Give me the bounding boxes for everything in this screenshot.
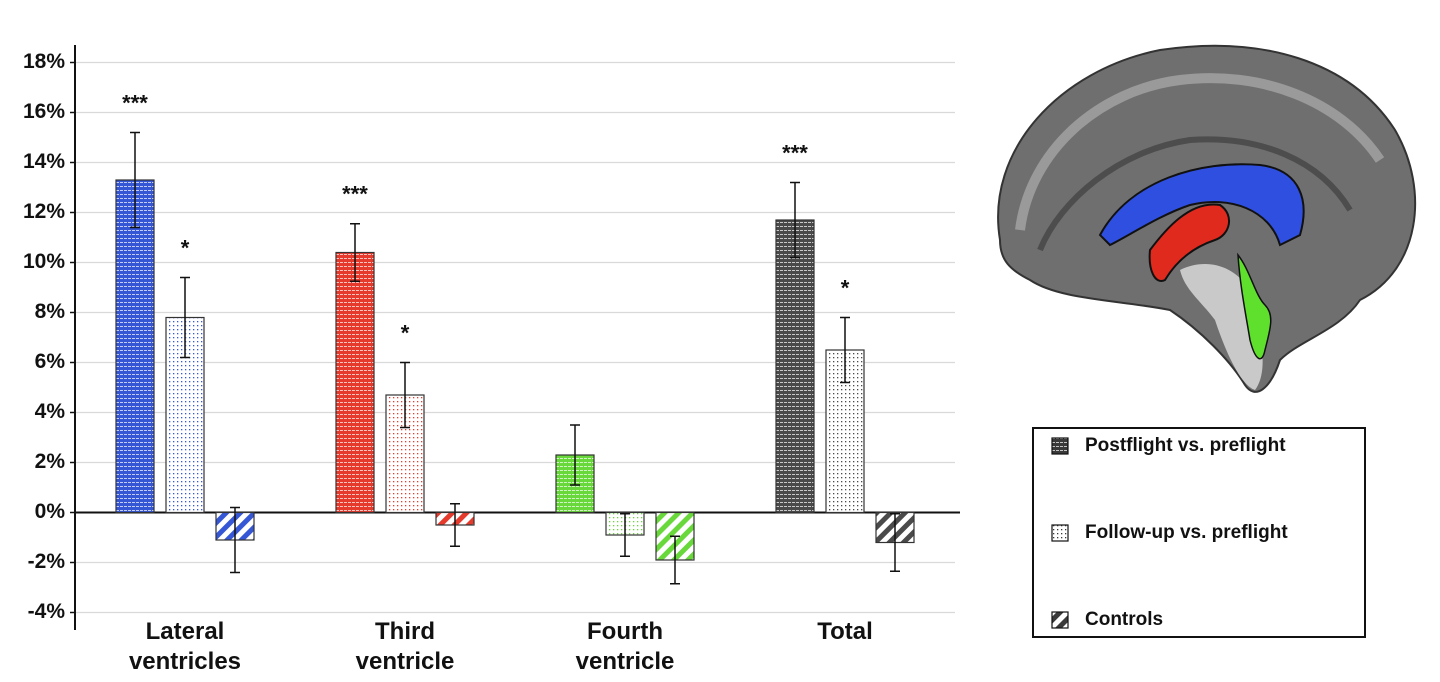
bar	[775, 219, 815, 514]
y-tick-label: -2%	[28, 550, 66, 573]
y-tick-label: 10%	[23, 250, 65, 273]
error-bar	[570, 424, 580, 486]
y-tick-label: 6%	[35, 350, 66, 373]
y-tick-label: 4%	[35, 400, 66, 423]
significance-label: ***	[782, 140, 808, 165]
bar	[115, 179, 155, 514]
legend-swatch	[1051, 524, 1069, 542]
y-tick-label: 0%	[35, 500, 66, 523]
y-tick-label: 16%	[23, 100, 65, 123]
error-bar	[350, 223, 360, 282]
x-tick-label: Third ventricle	[355, 618, 455, 675]
error-bar	[450, 503, 460, 547]
x-tick-label: Lateral ventricles	[128, 618, 242, 675]
significance-label: ***	[342, 182, 368, 207]
legend-swatch	[1051, 611, 1069, 629]
legend-label: Controls	[1085, 609, 1164, 630]
legend-swatch	[1051, 437, 1069, 455]
y-tick-label: 14%	[23, 150, 65, 173]
y-tick-label: -4%	[28, 600, 66, 623]
error-bar	[890, 513, 900, 572]
y-tick-label: 8%	[35, 300, 66, 323]
bar	[335, 251, 375, 514]
legend-label: Postflight vs. preflight	[1085, 435, 1286, 456]
x-tick-label: Total	[817, 618, 873, 645]
y-tick-label: 18%	[23, 50, 65, 73]
error-bar	[180, 276, 190, 359]
error-bar	[230, 506, 240, 574]
significance-label: *	[181, 235, 190, 260]
error-bar	[790, 181, 800, 259]
y-tick-label: 12%	[23, 200, 65, 223]
significance-label: *	[841, 275, 850, 300]
brain-illustration	[997, 44, 1417, 393]
error-bar	[130, 131, 140, 229]
legend-box	[1032, 427, 1366, 638]
error-bar	[840, 316, 850, 384]
error-bar	[400, 361, 410, 429]
significance-label: *	[401, 320, 410, 345]
legend-label: Follow-up vs. preflight	[1085, 522, 1288, 543]
significance-label: ***	[122, 90, 148, 115]
error-bar	[670, 535, 680, 585]
error-bar	[620, 513, 630, 557]
y-tick-label: 2%	[35, 450, 66, 473]
x-tick-label: Fourth ventricle	[575, 618, 675, 675]
